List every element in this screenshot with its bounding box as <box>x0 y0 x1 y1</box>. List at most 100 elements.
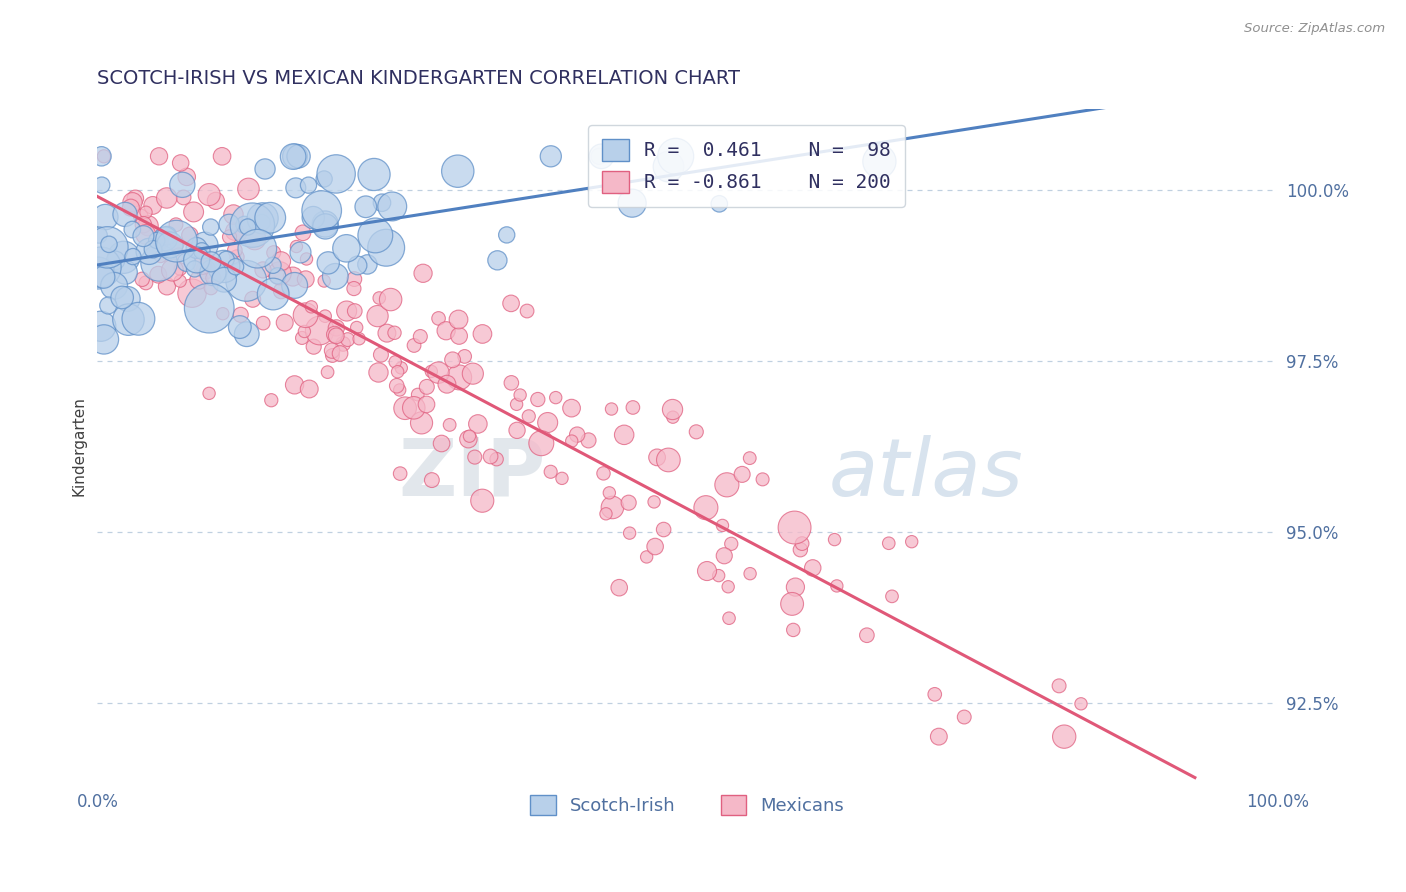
Point <box>162 263 184 277</box>
Point <box>311 203 333 218</box>
Point <box>224 244 246 258</box>
Point <box>551 471 574 485</box>
Point <box>527 392 550 407</box>
Point <box>738 451 761 466</box>
Point <box>90 319 112 334</box>
Point <box>516 304 538 318</box>
Point <box>316 256 339 270</box>
Point <box>321 349 343 363</box>
Point <box>229 227 252 242</box>
Point <box>266 268 288 283</box>
Point <box>149 235 172 249</box>
Point <box>314 217 336 231</box>
Y-axis label: Kindergarten: Kindergarten <box>72 397 86 497</box>
Point <box>368 291 391 305</box>
Point <box>121 222 143 236</box>
Point <box>94 210 117 224</box>
Point <box>281 150 304 164</box>
Point <box>156 228 179 243</box>
Point <box>187 273 209 287</box>
Point <box>713 549 735 563</box>
Text: Source: ZipAtlas.com: Source: ZipAtlas.com <box>1244 22 1385 36</box>
Point <box>297 178 319 193</box>
Point <box>273 316 295 330</box>
Point <box>314 219 336 234</box>
Point <box>406 387 429 401</box>
Point <box>347 332 370 346</box>
Point <box>540 465 562 479</box>
Point <box>467 417 489 431</box>
Point <box>380 293 402 307</box>
Point <box>269 266 291 280</box>
Point <box>619 526 641 541</box>
Point <box>132 229 155 244</box>
Point <box>260 393 283 408</box>
Point <box>394 401 416 416</box>
Point <box>259 211 281 225</box>
Point <box>191 244 214 258</box>
Point <box>609 179 631 194</box>
Point <box>718 611 741 625</box>
Point <box>96 240 118 254</box>
Point <box>198 301 221 315</box>
Point <box>537 416 560 430</box>
Point <box>409 329 432 343</box>
Point <box>652 523 675 537</box>
Point <box>117 292 139 306</box>
Legend: Scotch-Irish, Mexicans: Scotch-Irish, Mexicans <box>523 788 852 822</box>
Point <box>200 220 222 235</box>
Point <box>530 436 553 450</box>
Point <box>148 268 170 282</box>
Point <box>900 534 922 549</box>
Point <box>665 149 688 163</box>
Point <box>235 274 257 288</box>
Point <box>371 195 394 210</box>
Point <box>343 304 366 318</box>
Point <box>122 250 145 264</box>
Point <box>621 401 644 415</box>
Point <box>298 382 321 396</box>
Point <box>104 253 127 268</box>
Point <box>384 326 406 340</box>
Point <box>780 597 803 611</box>
Point <box>506 423 529 437</box>
Point <box>457 432 479 446</box>
Point <box>262 258 284 272</box>
Point <box>121 195 143 210</box>
Point <box>87 266 110 280</box>
Point <box>335 241 357 255</box>
Point <box>868 154 890 169</box>
Point <box>90 149 112 163</box>
Point <box>243 232 266 246</box>
Point <box>332 337 354 351</box>
Point <box>354 200 377 214</box>
Point <box>588 149 610 163</box>
Point <box>323 269 346 284</box>
Point <box>495 227 517 242</box>
Point <box>447 312 470 326</box>
Point <box>240 218 263 232</box>
Point <box>1047 679 1070 693</box>
Point <box>501 376 523 390</box>
Point <box>928 730 950 744</box>
Point <box>402 401 425 415</box>
Text: atlas: atlas <box>830 434 1024 513</box>
Point <box>299 300 322 314</box>
Point <box>856 628 879 642</box>
Point <box>388 383 411 397</box>
Point <box>135 227 157 242</box>
Point <box>877 536 900 550</box>
Point <box>284 377 307 392</box>
Point <box>127 311 149 326</box>
Point <box>90 178 112 193</box>
Point <box>290 245 312 260</box>
Point <box>439 417 461 432</box>
Point <box>499 296 522 310</box>
Point <box>229 320 252 334</box>
Point <box>194 262 217 277</box>
Point <box>226 250 249 264</box>
Point <box>447 164 470 178</box>
Point <box>176 255 198 269</box>
Point <box>252 316 274 330</box>
Point <box>165 234 187 248</box>
